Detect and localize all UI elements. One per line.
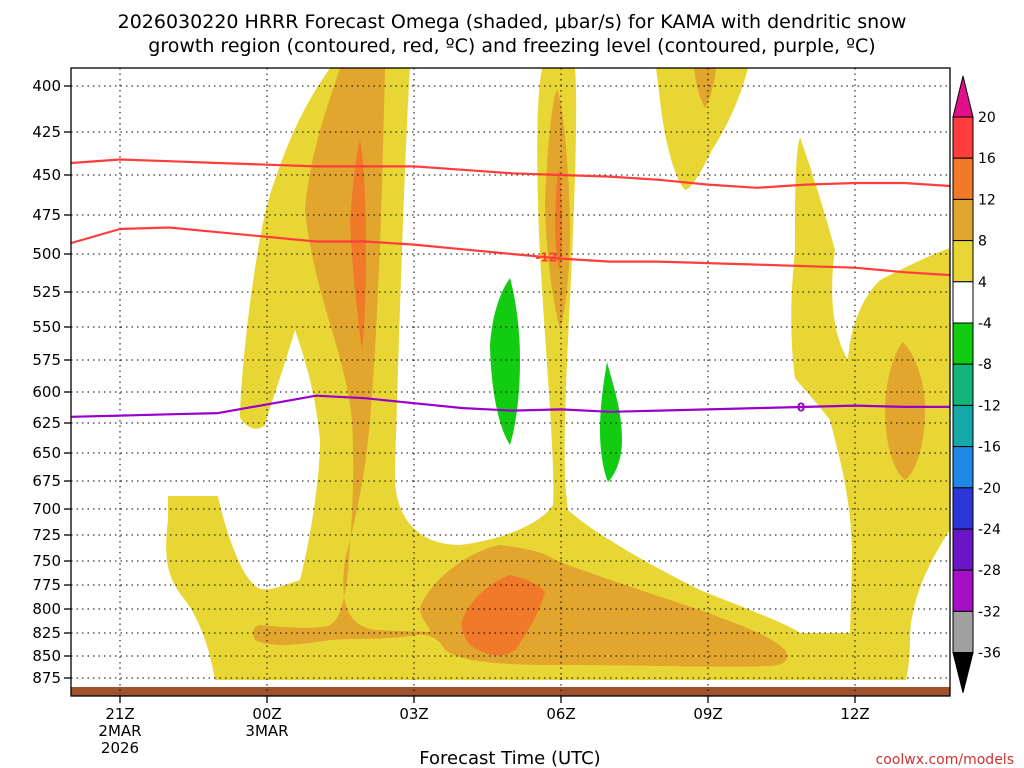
plot-frame xyxy=(70,67,951,697)
colorbar-label: -24 xyxy=(978,522,1001,538)
colorbar-swatch xyxy=(952,446,974,489)
y-tick-label: 500 xyxy=(32,245,61,263)
y-tick-label: 775 xyxy=(32,576,61,594)
y-tick-label: 700 xyxy=(32,500,61,518)
chart-title-line1: 2026030220 HRRR Forecast Omega (shaded, … xyxy=(118,11,907,33)
colorbar-label: 16 xyxy=(978,151,996,167)
y-tick-label: 550 xyxy=(32,318,61,336)
colorbar-label: 4 xyxy=(978,275,987,291)
y-tick-label: 575 xyxy=(32,351,61,369)
y-tick-label: 800 xyxy=(32,600,61,618)
y-tick-label: 425 xyxy=(32,123,61,141)
contour-label-freezing-level: 0 xyxy=(797,401,805,415)
grid-lines xyxy=(71,68,950,696)
omega-region-darkorange-column xyxy=(350,140,366,350)
y-tick-label: 600 xyxy=(32,383,61,401)
colorbar-label: -16 xyxy=(978,440,1001,456)
colorbar-label: -20 xyxy=(978,481,1001,497)
colorbar-top-triangle xyxy=(952,75,974,118)
colorbar-label: -8 xyxy=(978,357,992,373)
colorbar-swatch xyxy=(952,281,974,324)
colorbar-bottom-triangle xyxy=(952,652,974,693)
colorbar-label: -4 xyxy=(978,316,992,332)
colorbar-label: -28 xyxy=(978,563,1001,579)
x-tick-label: 21Z xyxy=(105,705,134,723)
x-tick-label: 12Z xyxy=(840,705,869,723)
y-tick-label: 675 xyxy=(32,472,61,490)
omega-region-orange-column xyxy=(252,68,787,667)
y-tick-label: 750 xyxy=(32,552,61,570)
y-axis: 400 425 450 475 500 525 550 575 600 625 650 675 700 7… xyxy=(32,77,71,687)
chart-title-line2: growth region (contoured, red, ºC) and f… xyxy=(148,35,875,57)
colorbar-swatch xyxy=(952,487,974,530)
terrain-band xyxy=(71,687,950,696)
x-tick-label: 3MAR xyxy=(245,722,288,740)
y-tick-label: 825 xyxy=(32,624,61,642)
omega-region-darkorange-low xyxy=(461,575,545,656)
omega-region-yellow-upper-right xyxy=(656,68,748,190)
contour-label-dgz-lower: -12 xyxy=(535,251,557,265)
y-tick-label: 725 xyxy=(32,526,61,544)
x-tick-label: 2026 xyxy=(101,739,139,757)
omega-shading xyxy=(166,68,950,680)
y-tick-label: 400 xyxy=(32,77,61,95)
colorbar-swatch xyxy=(952,569,974,612)
contour-freezing-level xyxy=(71,394,950,418)
x-tick-label: 00Z xyxy=(252,705,281,723)
x-axis-title: Forecast Time (UTC) xyxy=(419,748,600,768)
x-tick-label: 06Z xyxy=(546,705,575,723)
colorbar-label: -36 xyxy=(978,646,1001,662)
colorbar-label: -32 xyxy=(978,604,1001,620)
contour-dgz-upper xyxy=(71,158,950,189)
colorbar-swatch xyxy=(952,157,974,200)
colorbar-swatch xyxy=(952,322,974,365)
x-tick-label: 09Z xyxy=(693,705,722,723)
omega-region-orange-top xyxy=(694,68,716,108)
omega-region-darkorange-narrow xyxy=(555,170,562,270)
y-tick-label: 650 xyxy=(32,444,61,462)
x-tick-label: 03Z xyxy=(399,705,428,723)
contour-dgz-lower xyxy=(71,226,950,277)
x-tick-label: 2MAR xyxy=(98,722,141,740)
colorbar-label: 20 xyxy=(978,110,996,126)
colorbar-swatch xyxy=(952,404,974,448)
credit-text: coolwx.com/models xyxy=(876,752,1014,768)
colorbar-swatch xyxy=(952,528,974,571)
colorbar-swatch xyxy=(952,240,974,283)
colorbar-label: 8 xyxy=(978,234,987,250)
colorbar: 20 16 12 8 4 -4 -8 -12 -16 -20 -24 -28 -32 -36 xyxy=(952,75,1001,693)
colorbar-swatch xyxy=(952,116,974,159)
colorbar-swatch xyxy=(952,610,974,654)
colorbar-swatch xyxy=(952,198,974,242)
y-tick-label: 625 xyxy=(32,414,61,432)
colorbar-label: -12 xyxy=(978,398,1001,414)
y-tick-label: 850 xyxy=(32,647,61,665)
y-tick-label: 875 xyxy=(32,669,61,687)
y-tick-label: 525 xyxy=(32,283,61,301)
y-tick-label: 450 xyxy=(32,166,61,184)
contour-lines: -12 0 xyxy=(71,158,950,418)
colorbar-label: 12 xyxy=(978,192,996,208)
colorbar-swatch xyxy=(952,363,974,406)
omega-region-orange-right xyxy=(885,342,925,480)
omega-region-green-left xyxy=(490,278,520,445)
y-tick-label: 475 xyxy=(32,206,61,224)
